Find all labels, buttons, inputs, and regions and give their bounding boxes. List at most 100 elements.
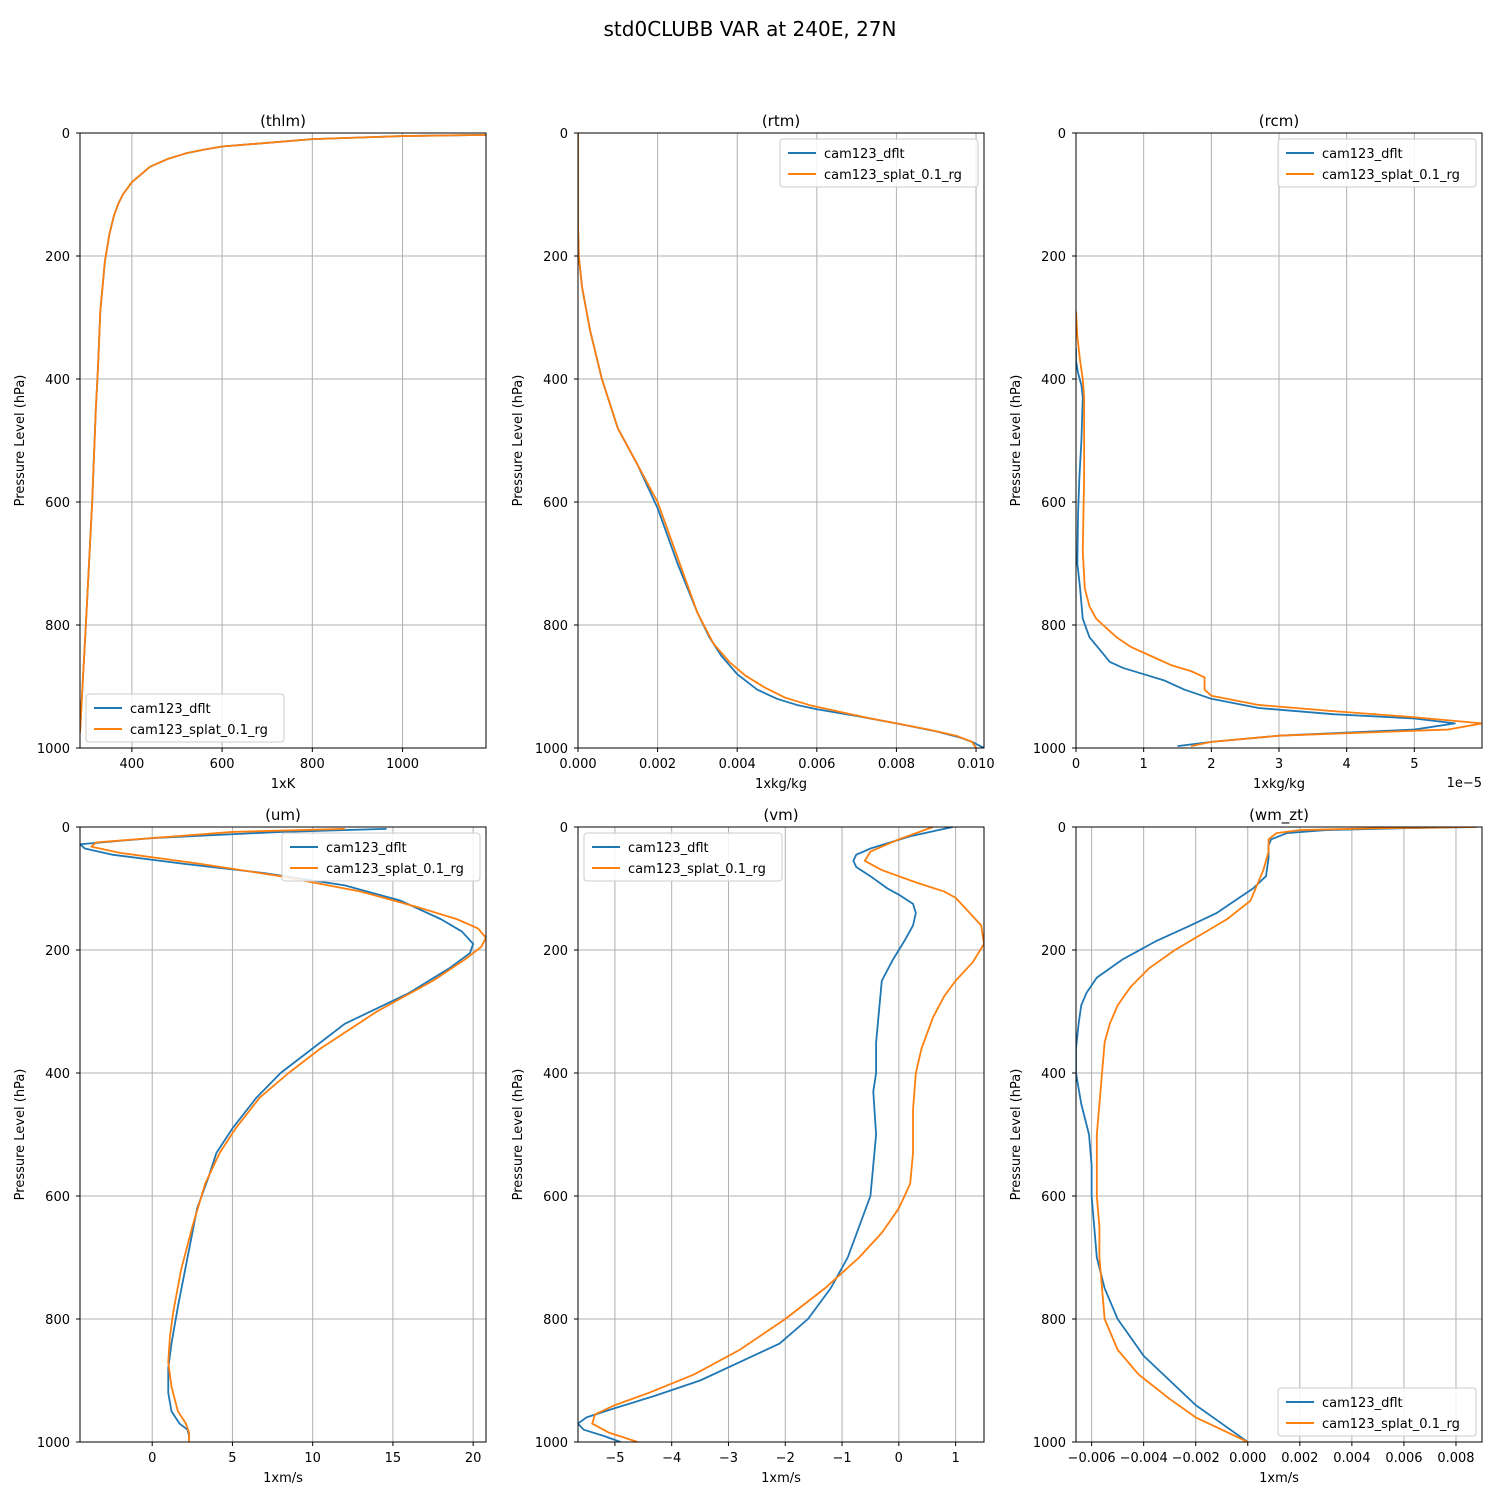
- vm-legend-label-cam123-dflt: cam123_dflt: [628, 841, 709, 856]
- wm-zt-y-axis-label: Pressure Level (hPa): [1009, 1069, 1024, 1201]
- chart-panel-rtm: 0.000 0.002 0.004 0.006 0.008 0.010 0 200 400 600…: [511, 112, 995, 792]
- rcm-y-tick-label: 800: [1041, 619, 1066, 634]
- vm-title: (vm): [763, 806, 798, 824]
- um-legend-box: [281, 832, 481, 882]
- wm-zt-series-cam123-splat-0-1-rg: [1095, 827, 1477, 1442]
- rtm-x-tick-label: 0.010: [957, 757, 994, 772]
- wm-zt-legend-box: [1277, 1387, 1477, 1437]
- thlm-y-tick-label: 400: [45, 373, 70, 388]
- rtm-y-tick-label: 400: [543, 373, 568, 388]
- rcm-x-offset-text: 1e−5: [1447, 776, 1482, 791]
- vm-series-cam123-splat-0-1-rg: [591, 827, 984, 1442]
- vm-y-tick-label: 200: [543, 944, 568, 959]
- wm-zt-title: (wm_zt): [1249, 806, 1309, 825]
- vm-x-tick-label: −2: [776, 1451, 795, 1466]
- rcm-legend-box: [1277, 138, 1477, 188]
- rcm-y-tick-label: 1000: [1033, 742, 1066, 757]
- rtm-title: (rtm): [762, 112, 800, 130]
- um-x-axis-label: 1xm/s: [263, 1471, 303, 1486]
- chart-panel-rcm: 0 1 2 3 4 5 0 200 400 600 800 1000 (rcm) 1xkg/kg Press…: [1009, 112, 1483, 792]
- thlm-series-cam123-splat-0-1-rg: [80, 133, 486, 733]
- rcm-x-axis-label: 1xkg/kg: [1253, 777, 1305, 792]
- um-y-tick-label: 800: [45, 1313, 70, 1328]
- rcm-x-tick-label: 1: [1140, 757, 1148, 772]
- wm-zt-y-tick-label: 200: [1041, 944, 1066, 959]
- rcm-x-tick-label: 2: [1207, 757, 1215, 772]
- wm-zt-y-tick-label: 600: [1041, 1190, 1066, 1205]
- rcm-legend-label-cam123-splat-0-1-rg: cam123_splat_0.1_rg: [1322, 168, 1460, 183]
- rtm-axes-frame: [577, 132, 985, 749]
- rcm-title: (rcm): [1259, 112, 1299, 130]
- wm-zt-x-tick-label: −0.002: [1172, 1451, 1220, 1466]
- rcm-x-tick-label: 4: [1343, 757, 1351, 772]
- thlm-x-tick-label: 400: [119, 757, 144, 772]
- thlm-legend-box: [85, 693, 285, 743]
- wm-zt-y-tick-label: 400: [1041, 1067, 1066, 1082]
- thlm-y-tick-label: 1000: [37, 742, 70, 757]
- um-x-tick-label: 0: [148, 1451, 156, 1466]
- vm-x-tick-label: 1: [951, 1451, 959, 1466]
- wm-zt-x-axis-label: 1xm/s: [1259, 1471, 1299, 1486]
- um-y-tick-label: 400: [45, 1067, 70, 1082]
- rcm-y-tick-label: 600: [1041, 496, 1066, 511]
- rcm-x-tick-label: 0: [1072, 757, 1080, 772]
- vm-x-tick-label: −4: [662, 1451, 681, 1466]
- vm-legend-box: [583, 832, 783, 882]
- rcm-series-cam123-dflt: [1076, 348, 1456, 748]
- chart-panel-um: 0 5 10 15 2002004006008001000(um)1xm/sPressu…: [13, 806, 487, 1486]
- wm-zt-x-tick-label: 0.004: [1333, 1451, 1370, 1466]
- vm-y-tick-label: 800: [543, 1313, 568, 1328]
- um-title: (um): [265, 806, 301, 824]
- wm-zt-legend: cam123_dflt cam123_splat_0.1_rg: [1277, 1387, 1477, 1437]
- um-x-tick-label: 5: [228, 1451, 236, 1466]
- rcm-y-axis-label: Pressure Level (hPa): [1009, 375, 1024, 507]
- rtm-y-axis-label: Pressure Level (hPa): [511, 375, 526, 507]
- um-y-tick-label: 0: [62, 821, 70, 836]
- um-axes-frame: [79, 826, 487, 1443]
- thlm-y-tick-label: 600: [45, 496, 70, 511]
- wm-zt-x-tick-label: 0.000: [1229, 1451, 1266, 1466]
- vm-y-tick-label: 400: [543, 1067, 568, 1082]
- um-legend-label-cam123-splat-0-1-rg: cam123_splat_0.1_rg: [326, 862, 464, 877]
- rtm-x-tick-label: 0.002: [639, 757, 676, 772]
- um-x-tick-label: 15: [385, 1451, 402, 1466]
- chart-panel-wm-zt: −0.006 −0.004 −0.002 0.000 0.002 0.004 0.006 0.…: [1009, 806, 1483, 1486]
- thlm-y-axis-label: Pressure Level (hPa): [13, 375, 28, 507]
- wm-zt-y-tick-label: 0: [1058, 821, 1066, 836]
- rtm-y-tick-label: 200: [543, 250, 568, 265]
- vm-series-cam123-dflt: [578, 827, 953, 1442]
- um-y-tick-label: 200: [45, 944, 70, 959]
- rcm-legend: cam123_dflt cam123_splat_0.1_rg: [1277, 138, 1477, 188]
- vm-legend-label-cam123-splat-0-1-rg: cam123_splat_0.1_rg: [628, 862, 766, 877]
- rtm-y-tick-label: 800: [543, 619, 568, 634]
- figure-suptitle: std0CLUBB VAR at 240E, 27N: [604, 17, 897, 41]
- wm-zt-y-tick-label: 1000: [1033, 1436, 1066, 1451]
- wm-zt-x-tick-label: 0.002: [1281, 1451, 1318, 1466]
- vm-x-tick-label: −1: [832, 1451, 851, 1466]
- um-x-tick-label: 20: [465, 1451, 482, 1466]
- rtm-legend: cam123_dflt cam123_splat_0.1_rg: [779, 138, 979, 188]
- thlm-plot-area: [80, 133, 486, 748]
- thlm-x-axis-label: 1xK: [271, 777, 296, 792]
- vm-plot-area: [578, 827, 984, 1442]
- rtm-legend-box: [779, 138, 979, 188]
- vm-x-tick-label: −3: [719, 1451, 738, 1466]
- vm-x-tick-label: −5: [605, 1451, 624, 1466]
- um-y-tick-label: 600: [45, 1190, 70, 1205]
- thlm-title: (thlm): [260, 112, 306, 130]
- wm-zt-x-tick-label: −0.006: [1068, 1451, 1116, 1466]
- chart-panel-vm: −5 −4 −3 −2 −1 0 1 0 200 400 600 800 1000 (vm) 1xm/s Pr…: [511, 806, 985, 1486]
- thlm-axes-frame: [79, 132, 487, 749]
- thlm-x-tick-label: 800: [300, 757, 325, 772]
- um-legend-label-cam123-dflt: cam123_dflt: [326, 841, 407, 856]
- um-series-cam123-dflt: [80, 827, 475, 1442]
- wm-zt-x-tick-label: −0.004: [1120, 1451, 1168, 1466]
- rcm-y-tick-label: 0: [1058, 127, 1066, 142]
- wm-zt-legend-label-cam123-dflt: cam123_dflt: [1322, 1396, 1403, 1411]
- rcm-legend-label-cam123-dflt: cam123_dflt: [1322, 147, 1403, 162]
- vm-y-tick-label: 1000: [535, 1436, 568, 1451]
- thlm-x-tick-label: 600: [210, 757, 235, 772]
- vm-x-tick-label: 0: [895, 1451, 903, 1466]
- chart-panel-thlm: 400 600 800 1000 0 200 400 600 800 1000 (thlm) 1xK P…: [13, 112, 487, 792]
- wm-zt-x-tick-label: 0.006: [1385, 1451, 1422, 1466]
